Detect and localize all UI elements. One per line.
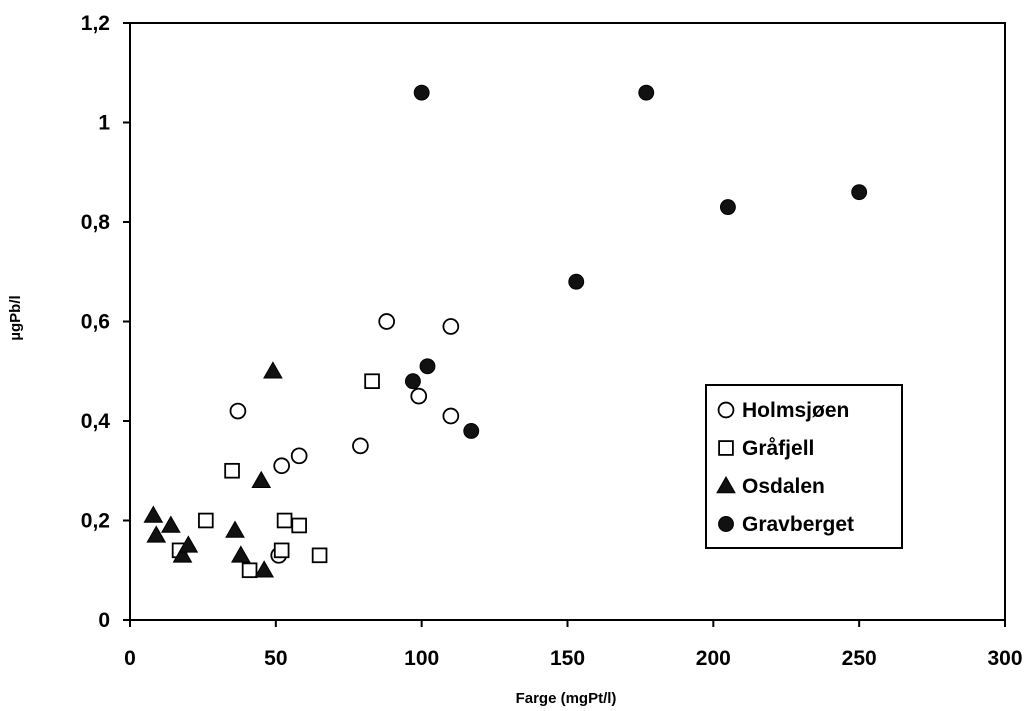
data-point (230, 545, 251, 563)
data-point (419, 358, 436, 375)
data-point (364, 373, 380, 389)
data-point (719, 199, 736, 216)
legend-marker (717, 401, 735, 419)
data-point (291, 517, 307, 534)
data-point (378, 313, 396, 330)
data-point (413, 84, 430, 101)
data-point (146, 525, 167, 543)
series-1 (171, 373, 380, 579)
data-point (160, 515, 181, 533)
data-point (276, 512, 293, 529)
y-tick-label: 0,2 (81, 510, 110, 533)
legend-label: Gravberget (742, 513, 854, 536)
y-tick-label: 0 (98, 609, 110, 632)
x-tick-label: 300 (987, 647, 1022, 670)
data-point (442, 407, 460, 425)
x-tick-label: 0 (124, 647, 136, 670)
y-tick-label: 0,6 (81, 311, 110, 334)
y-tick-label: 0,8 (81, 211, 111, 234)
data-point (404, 373, 421, 390)
data-point (442, 318, 460, 335)
data-point (273, 457, 291, 475)
x-axis-label: Farge (mgPt/l) (516, 690, 617, 707)
legend-label: Osdalen (742, 475, 825, 498)
x-tick-label: 100 (404, 647, 439, 670)
data-point (251, 470, 272, 488)
data-points (143, 84, 868, 579)
y-tick-label: 1 (98, 112, 110, 135)
x-tick-label: 250 (842, 647, 877, 670)
data-point (225, 520, 245, 538)
data-point (178, 535, 199, 553)
legend-marker (718, 440, 734, 456)
x-tick-label: 50 (264, 647, 287, 670)
y-axis-label: µgPb/l (7, 295, 24, 340)
legend-label: Holmsjøen (742, 399, 849, 422)
x-tick-label: 150 (550, 647, 585, 670)
legend: Holmsjøen Gråfjell Osdalen Gravberget (705, 384, 903, 549)
data-point (254, 560, 275, 578)
legend-box (705, 384, 903, 549)
series-2 (143, 361, 283, 578)
data-point (198, 512, 214, 529)
data-point (241, 562, 258, 579)
data-point (290, 447, 308, 465)
series-0 (229, 313, 460, 564)
y-tick-label: 1,2 (81, 12, 110, 35)
data-point (638, 84, 655, 101)
data-point (273, 542, 290, 559)
data-point (263, 361, 283, 379)
y-axis: 0 0,2 0,4 0,6 0,8 1 1,2 (81, 12, 130, 632)
data-point (311, 547, 328, 564)
data-point (224, 462, 240, 479)
legend-label: Gråfjell (742, 437, 814, 460)
legend-marker (718, 516, 734, 532)
x-tick-label: 200 (696, 647, 731, 670)
data-point (172, 545, 193, 563)
y-tick-label: 0,4 (81, 410, 111, 433)
data-point (568, 273, 585, 290)
data-point (851, 184, 868, 201)
data-point (463, 423, 480, 439)
data-point (143, 505, 164, 523)
data-point (410, 387, 428, 405)
legend-marker (716, 475, 736, 494)
x-axis: 0 50 100 150 200 250 300 (124, 620, 1023, 670)
data-point (229, 402, 247, 420)
series-3 (404, 84, 868, 439)
data-point (352, 437, 369, 455)
